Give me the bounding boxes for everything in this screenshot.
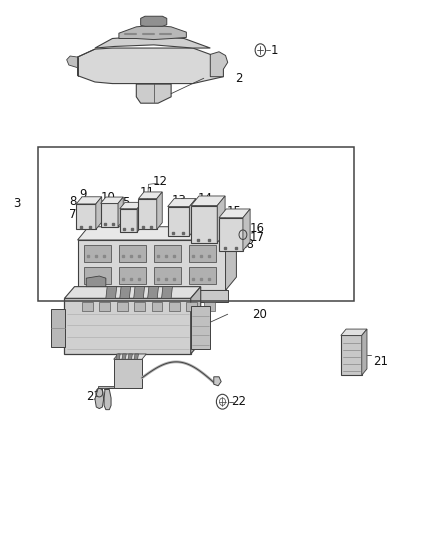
Bar	[152, 302, 162, 311]
Bar	[188, 245, 215, 262]
Text: 8: 8	[69, 195, 76, 208]
Bar	[84, 267, 111, 284]
Text: 14: 14	[198, 192, 213, 205]
Polygon shape	[191, 196, 225, 206]
Polygon shape	[120, 203, 142, 209]
Polygon shape	[104, 390, 111, 410]
Text: 15: 15	[227, 205, 242, 219]
Polygon shape	[134, 354, 138, 359]
Text: 21: 21	[374, 356, 389, 368]
Polygon shape	[76, 197, 102, 204]
Polygon shape	[96, 197, 102, 229]
Text: 11: 11	[140, 186, 155, 199]
Polygon shape	[189, 199, 196, 236]
Polygon shape	[138, 192, 162, 199]
Bar	[99, 302, 110, 311]
Bar	[134, 302, 145, 311]
Polygon shape	[137, 203, 142, 232]
Polygon shape	[120, 287, 131, 298]
Polygon shape	[210, 52, 228, 77]
Polygon shape	[86, 276, 106, 287]
Polygon shape	[219, 209, 250, 217]
Bar	[169, 302, 180, 311]
Text: 2: 2	[236, 72, 243, 85]
Text: 18: 18	[240, 238, 255, 251]
Polygon shape	[78, 227, 237, 240]
Text: 22: 22	[231, 395, 246, 408]
Polygon shape	[226, 227, 237, 290]
Polygon shape	[95, 389, 104, 409]
Bar	[84, 245, 111, 262]
Polygon shape	[101, 197, 123, 204]
Bar	[117, 302, 127, 311]
Polygon shape	[114, 354, 146, 359]
Polygon shape	[214, 377, 221, 386]
Polygon shape	[157, 192, 162, 229]
Bar	[119, 267, 146, 284]
Bar	[82, 302, 93, 311]
Bar	[188, 267, 215, 284]
Text: 7: 7	[69, 208, 76, 221]
Bar	[154, 267, 181, 284]
Text: 9: 9	[80, 189, 87, 201]
Text: 20: 20	[252, 308, 266, 321]
Polygon shape	[128, 354, 132, 359]
Bar	[219, 217, 243, 251]
Polygon shape	[98, 386, 114, 389]
Polygon shape	[122, 354, 126, 359]
Text: 3: 3	[14, 197, 21, 211]
Polygon shape	[217, 196, 225, 243]
Polygon shape	[243, 209, 250, 251]
Polygon shape	[95, 36, 210, 48]
Text: 16: 16	[250, 222, 265, 235]
Polygon shape	[148, 287, 159, 298]
Bar	[120, 209, 137, 232]
Polygon shape	[78, 48, 223, 84]
Polygon shape	[116, 354, 120, 359]
Bar	[78, 240, 226, 290]
Polygon shape	[136, 84, 171, 103]
Bar	[39, 147, 354, 301]
Polygon shape	[119, 25, 186, 39]
Text: 1: 1	[270, 44, 278, 56]
Polygon shape	[362, 329, 367, 375]
Bar	[75, 290, 228, 302]
Text: 6: 6	[101, 206, 108, 219]
Text: 10: 10	[101, 191, 116, 204]
Text: 17: 17	[250, 231, 265, 244]
Polygon shape	[168, 199, 196, 207]
Bar	[114, 359, 142, 389]
Bar	[119, 245, 146, 262]
Text: 13: 13	[172, 193, 187, 207]
Text: 5: 5	[122, 196, 130, 209]
Polygon shape	[162, 287, 173, 298]
Bar	[101, 204, 118, 227]
Bar	[341, 335, 362, 375]
Bar	[204, 302, 215, 311]
Polygon shape	[67, 56, 78, 68]
Polygon shape	[141, 16, 167, 26]
Bar	[138, 199, 157, 229]
Polygon shape	[191, 287, 201, 354]
Polygon shape	[64, 287, 201, 298]
Polygon shape	[134, 287, 145, 298]
Bar	[191, 206, 217, 243]
Bar	[51, 309, 65, 347]
Text: 12: 12	[153, 175, 168, 188]
Bar	[186, 302, 197, 311]
Polygon shape	[341, 329, 367, 335]
Bar	[154, 245, 181, 262]
Text: 23: 23	[86, 390, 101, 403]
Bar	[76, 204, 96, 229]
Bar	[168, 207, 189, 236]
Bar	[191, 306, 210, 349]
Bar	[64, 298, 191, 354]
Polygon shape	[106, 287, 117, 298]
Polygon shape	[118, 197, 123, 227]
